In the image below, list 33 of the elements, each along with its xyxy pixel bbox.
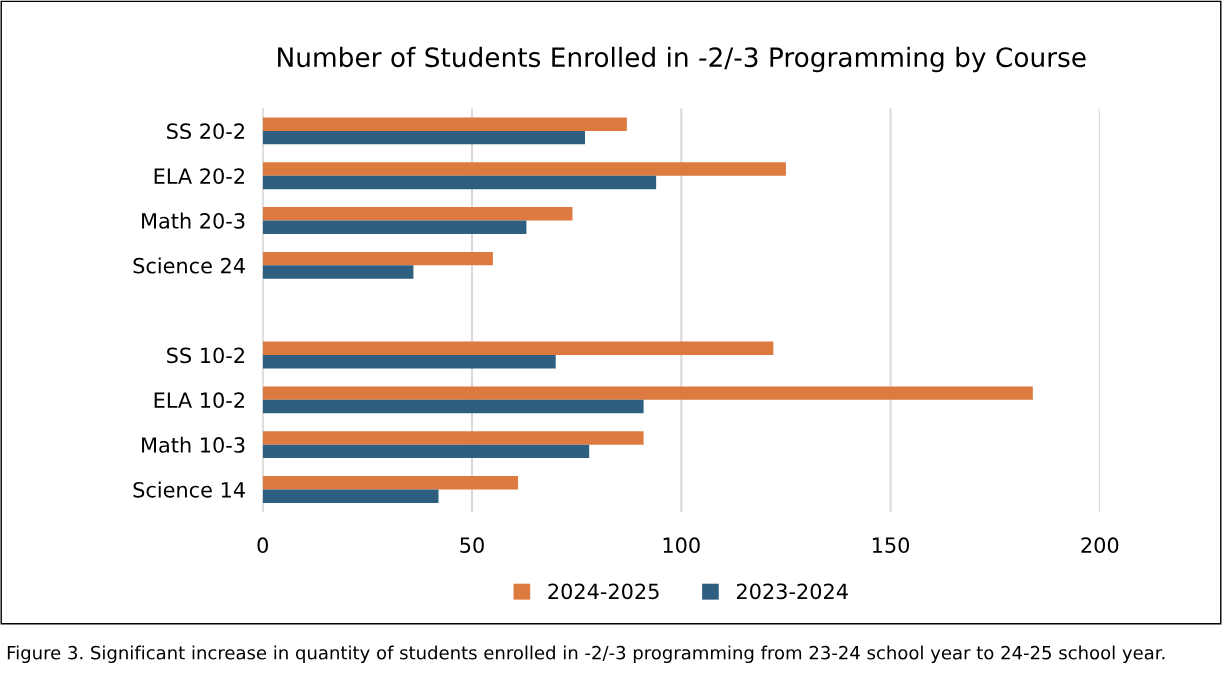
bar xyxy=(262,162,786,176)
bar xyxy=(262,399,644,414)
y-tick-label: SS 10-2 xyxy=(167,347,244,364)
bar xyxy=(262,355,556,369)
y-tick-label: ELA 20-2 xyxy=(154,168,244,184)
y-tick-label: SS 20-2 xyxy=(167,123,244,140)
bar xyxy=(262,251,493,266)
bar xyxy=(262,220,527,234)
x-tick-label: 150 xyxy=(872,537,910,554)
x-tick-label: 50 xyxy=(460,537,484,554)
bar xyxy=(262,207,573,221)
legend-label: 2024-2025 xyxy=(548,583,659,600)
x-tick-label: 100 xyxy=(663,537,700,554)
y-tick-label: Math 10-3 xyxy=(142,436,245,453)
bar xyxy=(262,476,519,490)
y-tick-label: ELA 10-2 xyxy=(154,392,244,409)
bar xyxy=(262,341,774,356)
bar xyxy=(262,265,414,279)
chart-title: Number of Students Enrolled in -2/-3 Programming by Course xyxy=(278,46,1086,73)
bar xyxy=(262,175,657,190)
y-tick-label: Science 14 xyxy=(133,481,245,498)
bar xyxy=(262,386,1033,400)
bar xyxy=(262,431,644,445)
legend-label: 2023-2024 xyxy=(736,583,848,600)
y-tick-label: Math 20-3 xyxy=(142,212,245,229)
y-tick-label: Science 24 xyxy=(133,257,245,274)
x-tick-label: 200 xyxy=(1081,537,1119,554)
bar xyxy=(262,444,590,459)
caption: Figure 3. Significant increase in quantity of students enrolled in -2/-3 programming from 23-24 school year to 24-25 school year. xyxy=(7,645,1165,664)
bar xyxy=(262,489,439,503)
bar xyxy=(262,130,585,145)
bar xyxy=(262,117,627,131)
x-tick-label: 0 xyxy=(257,537,268,554)
